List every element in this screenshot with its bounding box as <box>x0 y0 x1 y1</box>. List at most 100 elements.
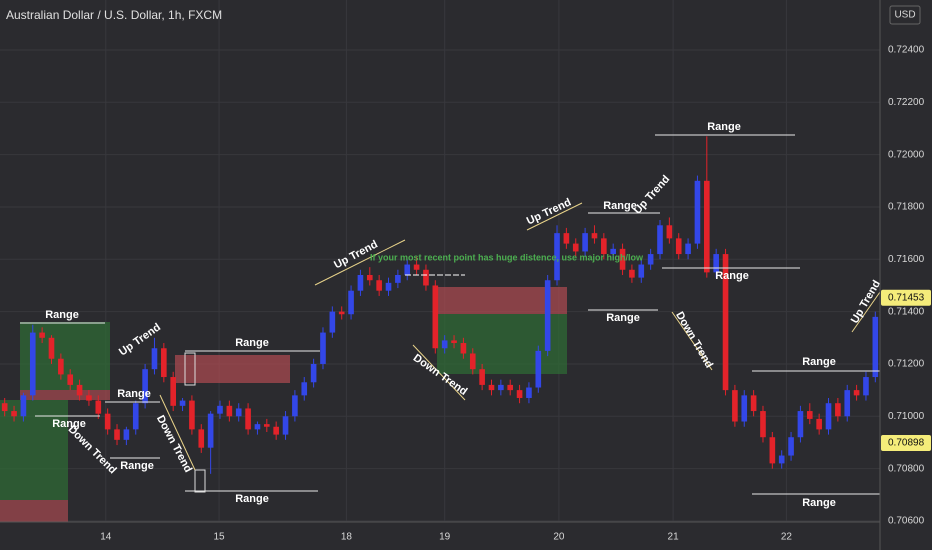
annotation: Range <box>606 312 640 324</box>
candle-body <box>872 316 879 378</box>
annotation: Range <box>117 388 151 400</box>
candle-body <box>385 282 392 291</box>
candle-body <box>123 429 130 440</box>
y-tick-label: 0.70800 <box>888 463 925 474</box>
candle-body <box>704 180 710 273</box>
note: If your most recent point has huge diste… <box>370 252 644 262</box>
candle-body <box>479 369 485 385</box>
annotation: Range <box>235 493 269 505</box>
annotation: Range <box>802 356 836 368</box>
candle-body <box>292 395 298 417</box>
candle-body <box>76 384 83 396</box>
candle-body <box>245 408 251 430</box>
candle-body <box>395 274 401 283</box>
candle-body <box>582 233 588 252</box>
candle-body <box>207 413 214 448</box>
candle-body <box>601 238 607 255</box>
candle-body <box>114 429 120 440</box>
candle-body <box>29 332 36 396</box>
candle-body <box>1 403 8 412</box>
candle-body <box>282 416 289 435</box>
candle-body <box>713 254 719 273</box>
candle-body <box>198 429 205 448</box>
y-tick-label: 0.71600 <box>888 254 925 265</box>
trend-line <box>526 202 583 231</box>
candle-body <box>151 348 158 370</box>
x-tick-label: 22 <box>781 532 793 543</box>
candle-body <box>217 405 223 414</box>
candle-body <box>638 264 645 278</box>
candle-body <box>451 340 457 344</box>
candle-body <box>563 233 570 244</box>
demand-zone <box>0 400 68 500</box>
y-tick-label: 0.71800 <box>888 202 925 213</box>
candle-body <box>675 238 682 255</box>
candle-body <box>806 411 813 419</box>
candle-body <box>863 377 869 396</box>
trend-line <box>412 344 466 401</box>
trend-line <box>159 394 196 471</box>
candle-body <box>825 403 832 430</box>
candle-body <box>132 403 139 430</box>
annotation: Range <box>707 121 741 133</box>
candle-body <box>423 269 429 286</box>
candle-body <box>226 405 233 417</box>
annotation: Range <box>603 200 637 212</box>
candle-body <box>301 382 308 396</box>
candle-body <box>376 280 382 291</box>
price-marker <box>881 434 931 451</box>
y-tick-label: 0.71200 <box>888 359 925 370</box>
y-tick-label: 0.71000 <box>888 411 925 422</box>
supply-zone <box>175 355 290 383</box>
candle-body <box>544 280 551 351</box>
candle-body <box>778 455 785 464</box>
supply-zone <box>20 390 110 400</box>
candle-body <box>498 384 504 391</box>
candle-body <box>760 411 766 438</box>
x-tick-label: 14 <box>100 532 112 543</box>
x-tick-label: 20 <box>553 532 565 543</box>
candle-body <box>67 374 74 385</box>
candle-body <box>39 332 45 338</box>
candle-body <box>161 348 167 378</box>
candle-body <box>310 363 317 383</box>
x-tick-label: 18 <box>341 532 353 543</box>
candle-body <box>189 400 195 430</box>
candle-body <box>844 390 851 417</box>
y-tick-label: 0.71400 <box>888 306 925 317</box>
candle-body <box>507 384 514 391</box>
candle-body <box>20 395 27 417</box>
candle-body <box>526 387 532 398</box>
candle-body <box>835 403 841 417</box>
candle-body <box>254 424 261 430</box>
annotation: Range <box>235 337 269 349</box>
candle-body <box>338 311 345 315</box>
annotation: Range <box>715 270 749 282</box>
candle-body <box>853 390 860 396</box>
candle-body <box>685 243 691 255</box>
currency-box <box>889 5 921 25</box>
candle-body <box>95 400 102 414</box>
candle-body <box>722 254 729 391</box>
x-tick-label: 19 <box>439 532 451 543</box>
candle-body <box>516 390 523 398</box>
candle-body <box>264 424 270 427</box>
annotation: Range <box>120 460 154 472</box>
price-label: 0.70898 <box>888 438 925 449</box>
candle-body <box>554 233 560 281</box>
y-tick-label: 0.70600 <box>888 516 925 527</box>
candle-body <box>741 395 748 422</box>
candle-body <box>750 395 757 412</box>
marker-box <box>194 469 206 493</box>
candle-body <box>235 408 242 417</box>
candle-body <box>629 269 635 278</box>
candle-body <box>348 290 354 315</box>
x-tick-label: 15 <box>214 532 226 543</box>
candle-body <box>535 350 542 388</box>
candle-body <box>619 248 626 270</box>
currency: USD <box>894 10 915 21</box>
annotation: Range <box>802 497 836 509</box>
candle-body <box>170 377 176 406</box>
candle-body <box>273 426 279 435</box>
candle-body <box>591 233 598 239</box>
